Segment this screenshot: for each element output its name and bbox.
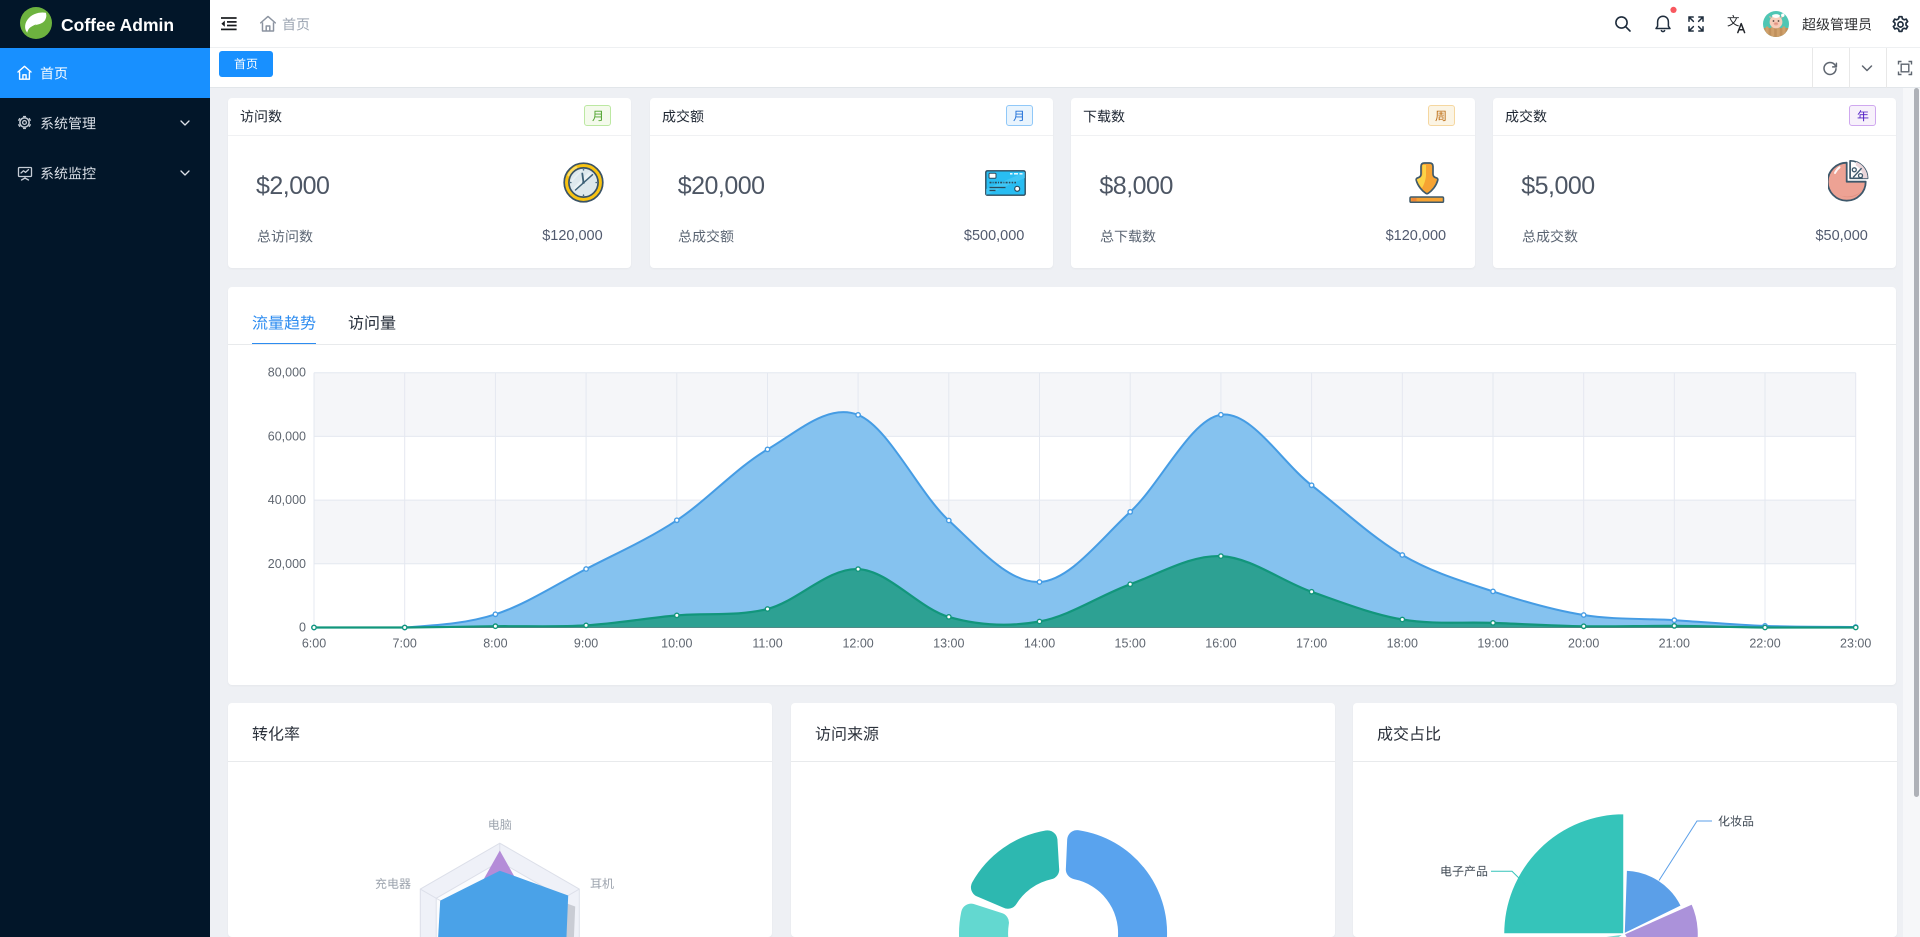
svg-text:80,000: 80,000 (268, 366, 306, 380)
svg-text:60,000: 60,000 (268, 429, 306, 443)
svg-text:17:00: 17:00 (1296, 637, 1327, 651)
svg-text:19:00: 19:00 (1477, 637, 1508, 651)
svg-text:40,000: 40,000 (268, 493, 306, 507)
svg-text:12:00: 12:00 (842, 637, 873, 651)
svg-text:10:00: 10:00 (661, 637, 692, 651)
svg-text:15:00: 15:00 (1115, 637, 1146, 651)
svg-text:0: 0 (299, 621, 306, 635)
svg-text:13:00: 13:00 (933, 637, 964, 651)
svg-text:6:00: 6:00 (302, 637, 326, 651)
svg-text:14:00: 14:00 (1024, 637, 1055, 651)
svg-text:22:00: 22:00 (1749, 637, 1780, 651)
svg-text:18:00: 18:00 (1387, 637, 1418, 651)
svg-text:20,000: 20,000 (268, 557, 306, 571)
svg-text:7:00: 7:00 (393, 637, 417, 651)
svg-text:8:00: 8:00 (483, 637, 507, 651)
svg-text:9:00: 9:00 (574, 637, 598, 651)
svg-text:16:00: 16:00 (1205, 637, 1236, 651)
svg-text:11:00: 11:00 (752, 637, 782, 651)
svg-text:20:00: 20:00 (1568, 637, 1599, 651)
svg-text:23:00: 23:00 (1840, 637, 1871, 651)
svg-text:21:00: 21:00 (1659, 637, 1690, 651)
